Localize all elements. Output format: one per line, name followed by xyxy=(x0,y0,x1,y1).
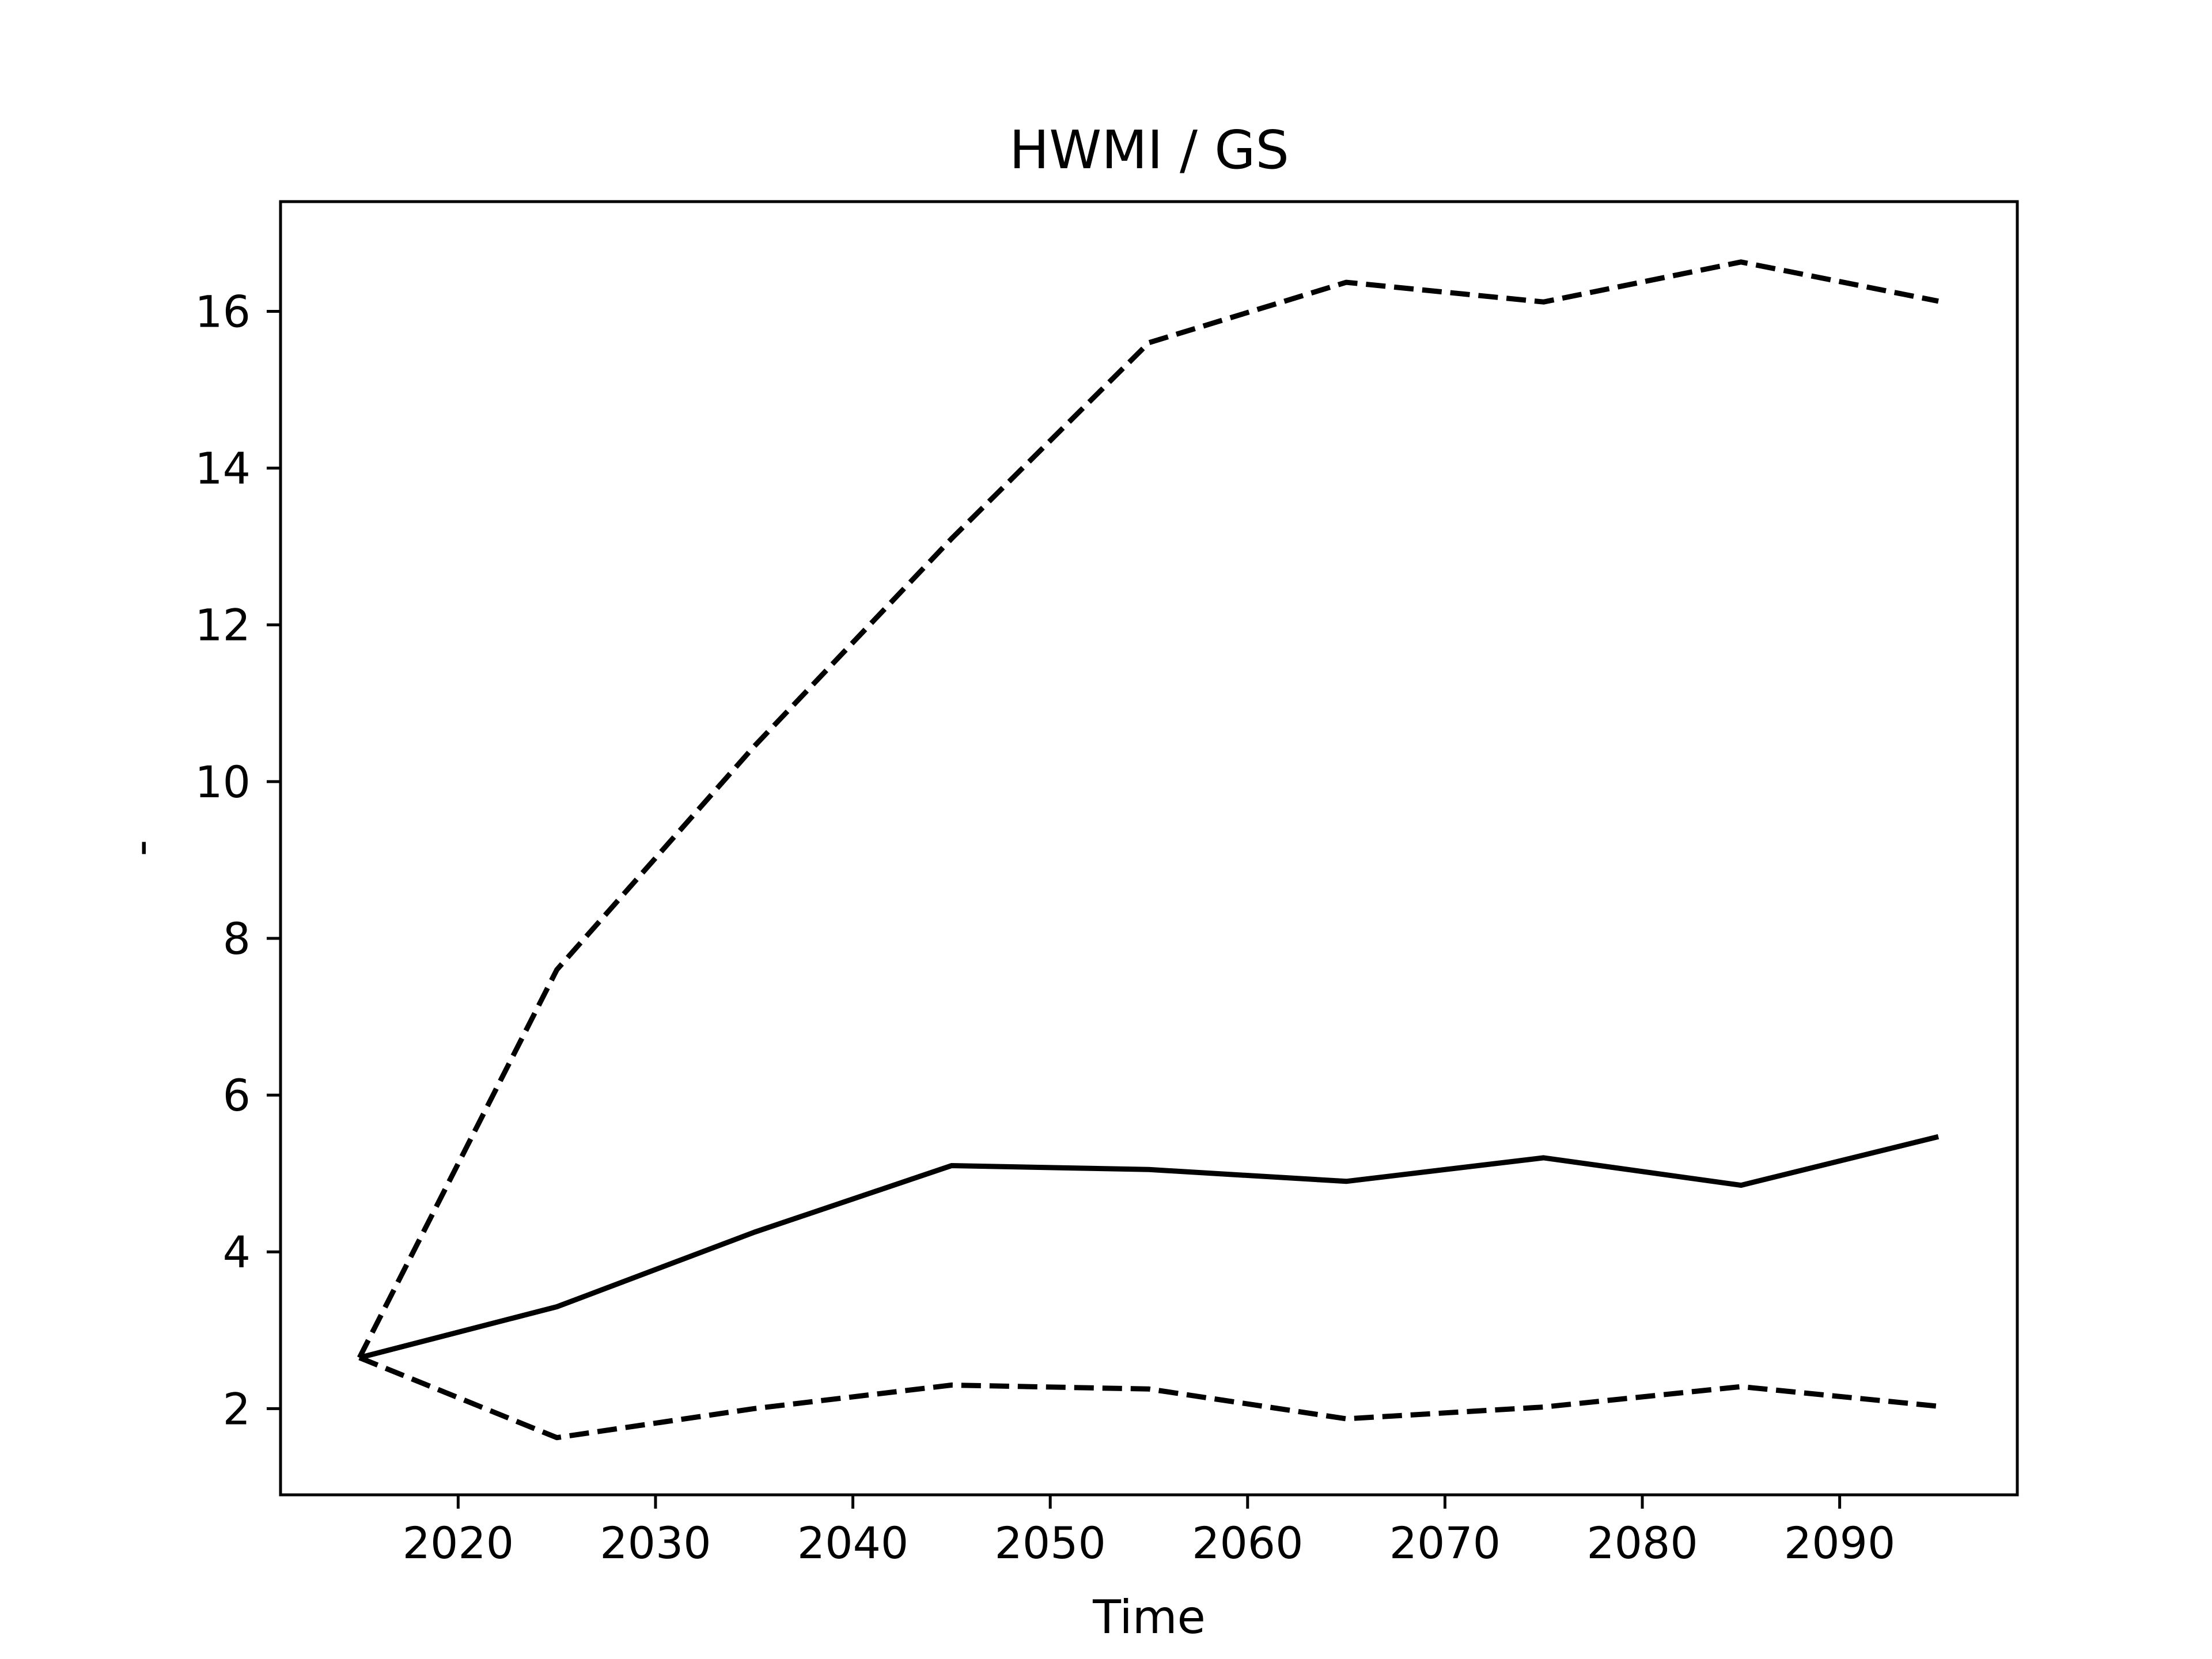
chart-title: HWMI / GS xyxy=(1009,119,1289,181)
y-tick-label: 6 xyxy=(223,1070,251,1121)
x-axis-label: Time xyxy=(1092,1590,1206,1644)
y-tick-label: 16 xyxy=(195,286,251,337)
x-tick-label: 2050 xyxy=(994,1517,1105,1569)
y-tick-label: 2 xyxy=(223,1383,251,1434)
series-layer xyxy=(357,259,1940,1441)
x-tick-label: 2090 xyxy=(1784,1517,1895,1569)
x-tick-label: 2060 xyxy=(1192,1517,1303,1569)
x-tick-label: 2040 xyxy=(797,1517,908,1569)
dashed-series-line-2 xyxy=(357,259,1939,1359)
solid-series-line-1 xyxy=(358,1134,1940,1361)
x-tick-label: 2080 xyxy=(1586,1517,1698,1569)
y-axis: 2 4 6 8 10 12 14 16 xyxy=(195,286,281,1434)
x-tick-label: 2020 xyxy=(403,1517,514,1569)
y-axis-label: - xyxy=(114,840,168,857)
dashed-series-line-3 xyxy=(358,1355,1939,1441)
y-tick-label: 4 xyxy=(223,1226,251,1278)
y-tick-label: 8 xyxy=(223,913,251,964)
plot-area xyxy=(279,200,2019,1497)
y-tick-label: 12 xyxy=(195,600,251,651)
y-tick-label: 14 xyxy=(195,443,251,494)
x-tick-label: 2030 xyxy=(600,1517,711,1569)
x-axis: 2020 2030 2040 2050 2060 2070 2080 2090 xyxy=(403,1495,1895,1569)
x-tick-label: 2070 xyxy=(1389,1517,1501,1569)
y-tick-label: 10 xyxy=(195,756,251,808)
